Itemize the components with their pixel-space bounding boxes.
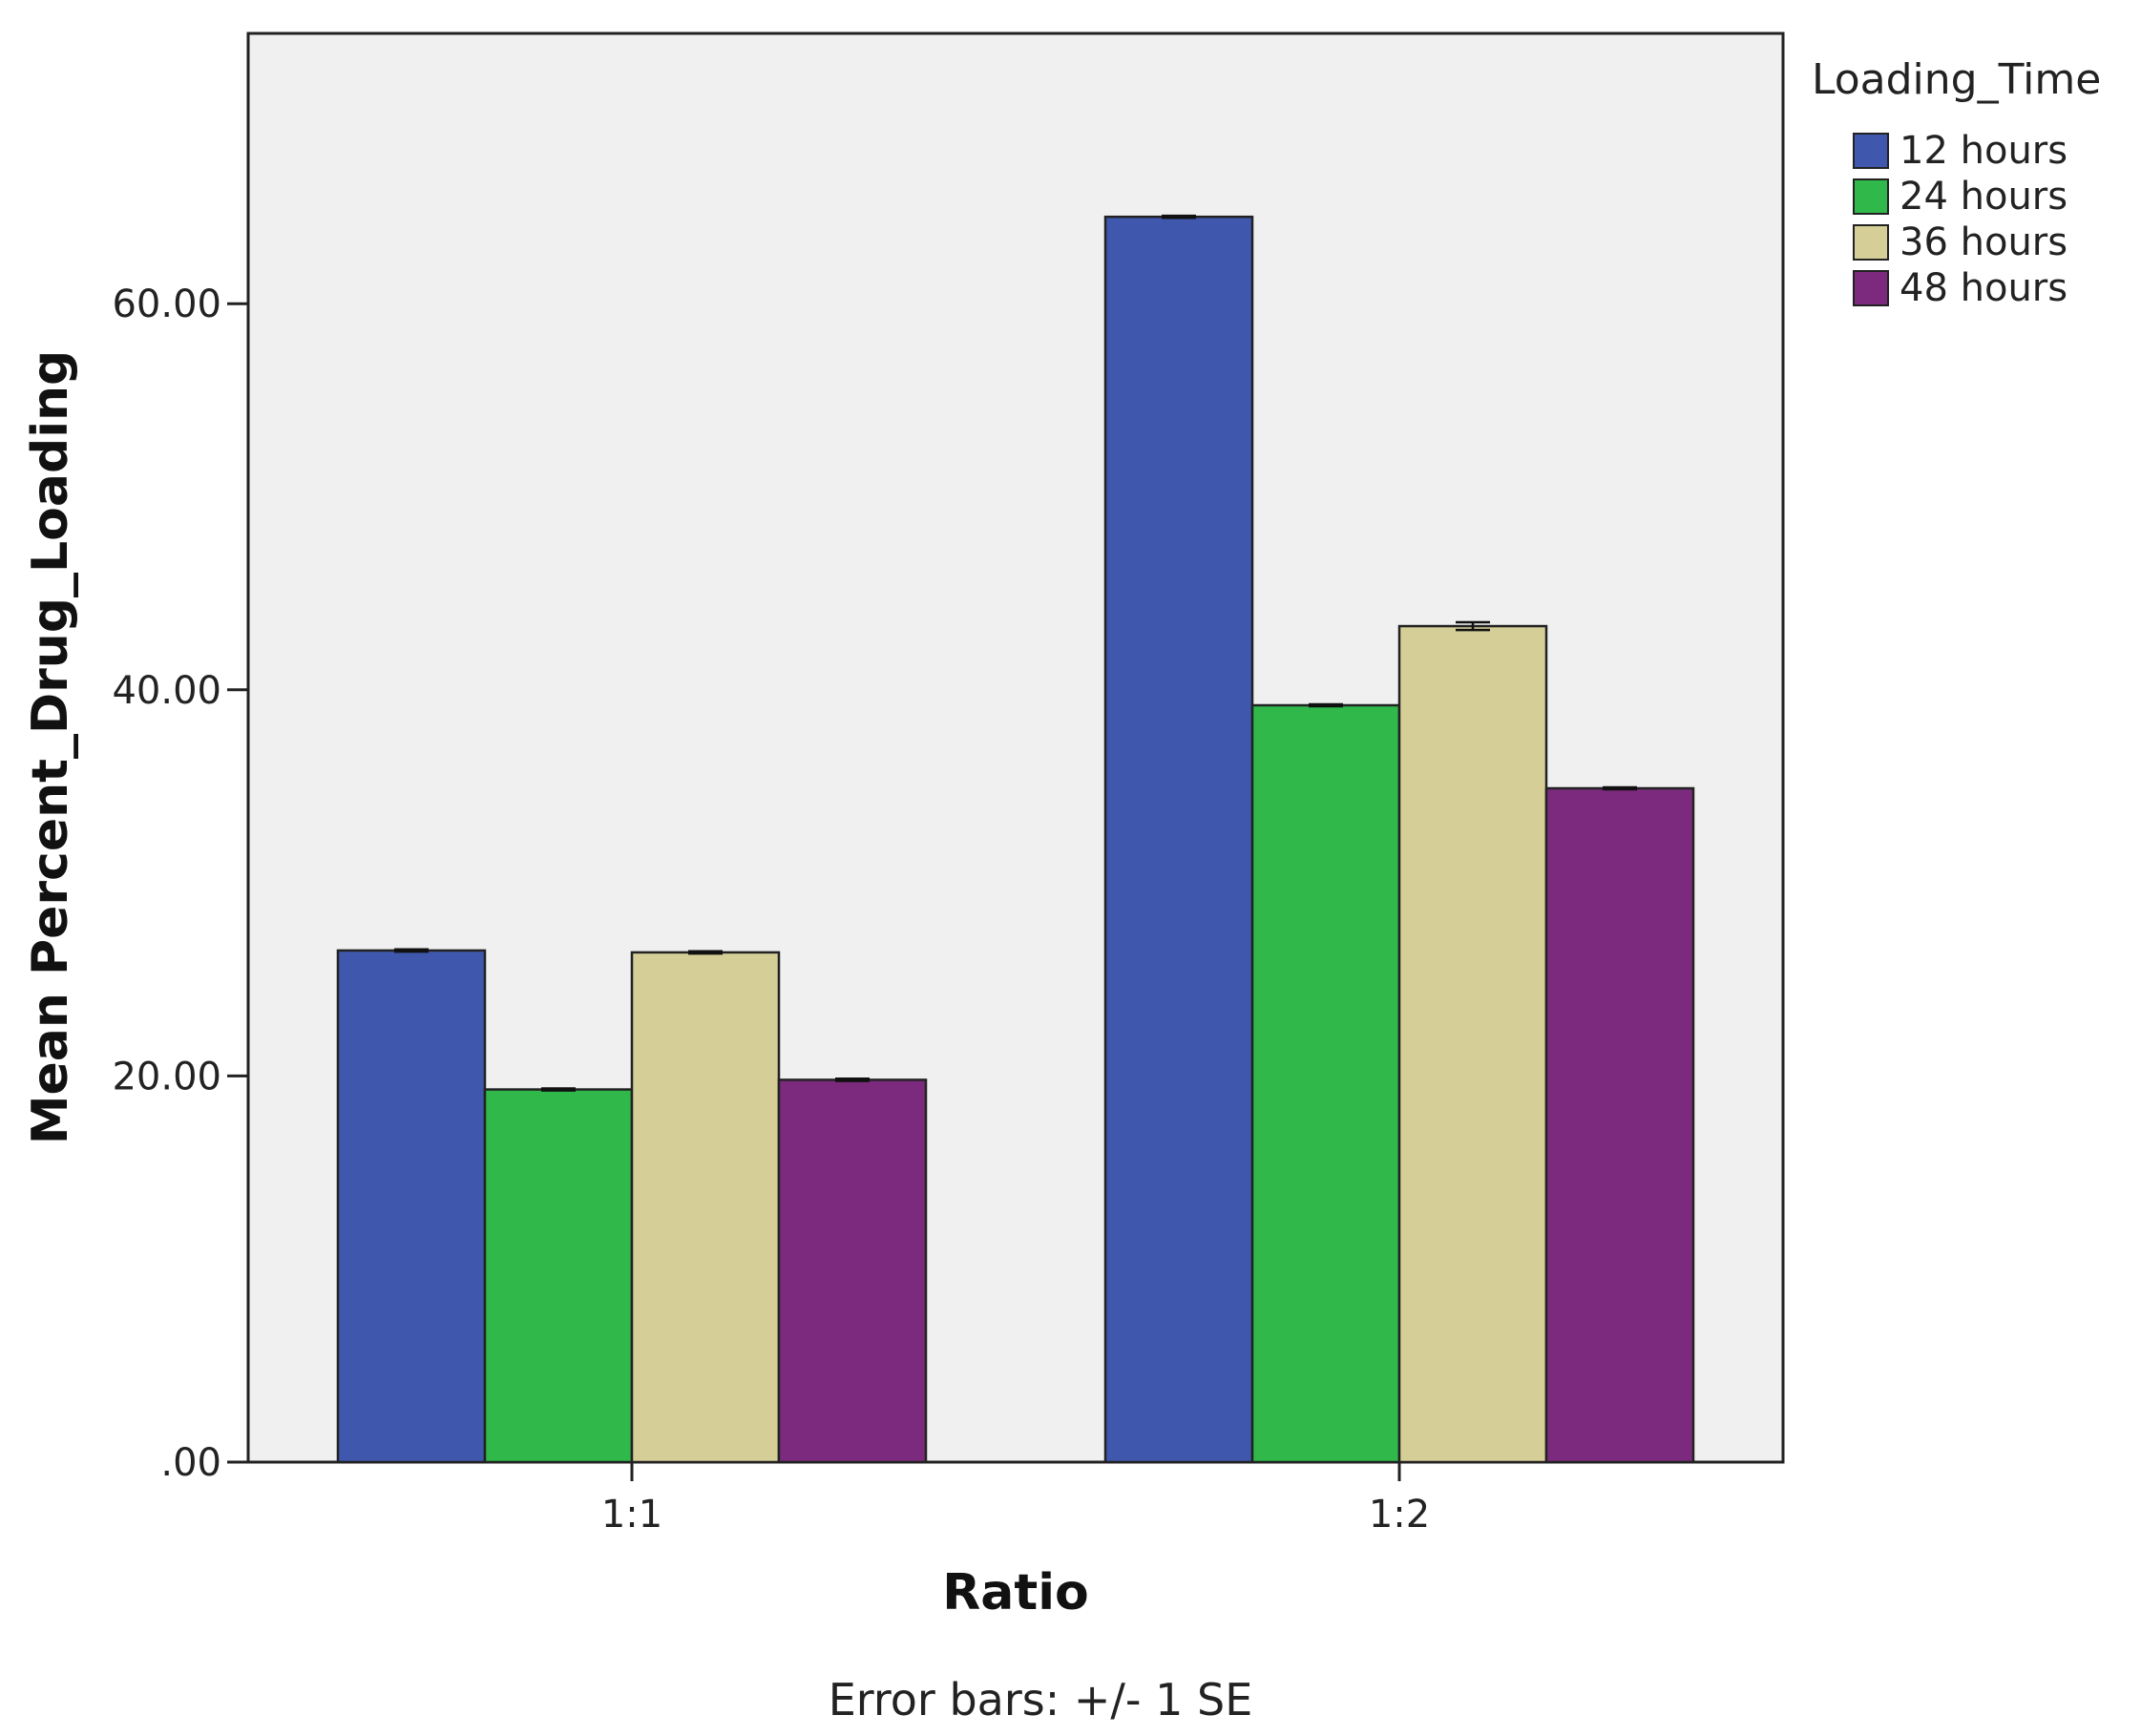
x-tick-label: 1:2 [1369, 1493, 1430, 1537]
x-axis: 1:1 1:2 [601, 1462, 1430, 1537]
y-axis-title: Mean Percent_Drug_Loading [22, 350, 79, 1145]
bar-1-1-24-hours [483, 1088, 634, 1464]
bar-1-2-36-hours [1397, 624, 1548, 1464]
x-tick-label: 1:1 [601, 1493, 662, 1537]
y-axis: .00 20.00 40.00 60.00 [112, 282, 248, 1485]
y-tick-label: 20.00 [112, 1055, 221, 1098]
y-tick-label: 60.00 [112, 282, 221, 326]
legend-label: 48 hours [1900, 266, 2068, 310]
bar-1-2-12-hours [1103, 215, 1254, 1464]
y-tick-label: .00 [160, 1441, 221, 1485]
bar-1-1-36-hours [630, 951, 781, 1464]
bars-layer [336, 214, 1695, 1464]
bar-1-1-12-hours [336, 949, 487, 1464]
legend-swatch [1853, 224, 1889, 261]
legend-label: 12 hours [1900, 129, 2068, 173]
bar-1-1-48-hours [777, 1078, 928, 1464]
x-axis-title: Ratio [942, 1564, 1089, 1621]
bar-1-2-24-hours [1250, 703, 1401, 1464]
y-tick-label: 40.00 [112, 669, 221, 713]
legend-label: 36 hours [1900, 220, 2068, 264]
bar-1-2-48-hours [1544, 786, 1695, 1464]
legend-label: 24 hours [1900, 175, 2068, 219]
legend-swatch [1853, 133, 1889, 169]
legend-title: Loading_Time [1812, 55, 2101, 104]
error-bars-footnote: Error bars: +/- 1 SE [829, 1674, 1253, 1726]
legend-swatch [1853, 270, 1889, 306]
legend-swatch [1853, 178, 1889, 215]
